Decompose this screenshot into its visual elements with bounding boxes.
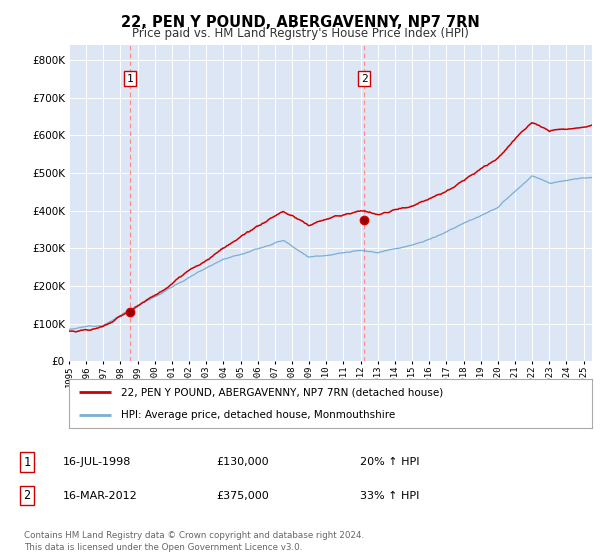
Text: 2: 2: [23, 489, 31, 502]
Text: 16-MAR-2012: 16-MAR-2012: [63, 491, 138, 501]
Text: £130,000: £130,000: [216, 457, 269, 467]
Text: 1: 1: [127, 74, 133, 83]
Text: 20% ↑ HPI: 20% ↑ HPI: [360, 457, 419, 467]
Text: 22, PEN Y POUND, ABERGAVENNY, NP7 7RN (detached house): 22, PEN Y POUND, ABERGAVENNY, NP7 7RN (d…: [121, 388, 443, 398]
Text: £375,000: £375,000: [216, 491, 269, 501]
Text: 2: 2: [361, 74, 368, 83]
Text: Contains HM Land Registry data © Crown copyright and database right 2024.
This d: Contains HM Land Registry data © Crown c…: [24, 531, 364, 552]
Text: 22, PEN Y POUND, ABERGAVENNY, NP7 7RN: 22, PEN Y POUND, ABERGAVENNY, NP7 7RN: [121, 15, 479, 30]
Text: 1: 1: [23, 455, 31, 469]
Text: 16-JUL-1998: 16-JUL-1998: [63, 457, 131, 467]
Text: Price paid vs. HM Land Registry's House Price Index (HPI): Price paid vs. HM Land Registry's House …: [131, 27, 469, 40]
Text: 33% ↑ HPI: 33% ↑ HPI: [360, 491, 419, 501]
Text: HPI: Average price, detached house, Monmouthshire: HPI: Average price, detached house, Monm…: [121, 410, 395, 420]
